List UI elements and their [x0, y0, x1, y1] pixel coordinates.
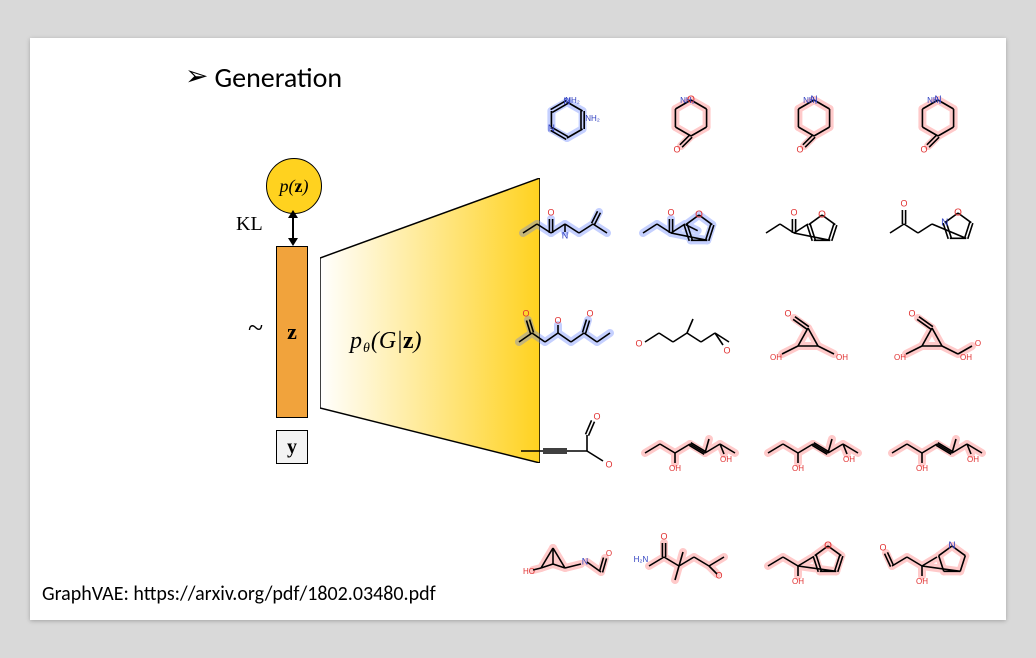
decoder-label-mid: (G|	[371, 328, 403, 354]
svg-text:N: N	[935, 94, 942, 105]
latent-z-label: z	[287, 319, 297, 345]
svg-text:O: O	[791, 207, 798, 217]
slide-title: ➢Generation	[185, 60, 342, 95]
molecule-cell: OO	[629, 171, 753, 282]
svg-text:N: N	[941, 217, 948, 228]
decoder-label: pθ(G|z)	[350, 328, 421, 357]
decoder-label-p: p	[350, 328, 362, 354]
svg-text:O: O	[901, 198, 908, 208]
molecule-cell: HO N O	[505, 504, 629, 615]
svg-text:OH: OH	[792, 577, 804, 586]
molecule-cell: NNNH₂NH₂	[505, 60, 629, 171]
svg-text:O: O	[715, 570, 722, 580]
prior-label-suf: )	[303, 176, 309, 197]
molecule-cell: OOO	[505, 282, 629, 393]
svg-text:O: O	[586, 308, 593, 318]
molecule-cell: OO	[629, 282, 753, 393]
svg-text:HO: HO	[523, 567, 535, 576]
svg-text:NH₂: NH₂	[565, 96, 580, 105]
prior-label-pre: p(	[280, 176, 295, 197]
svg-text:OH: OH	[916, 464, 928, 473]
svg-text:N: N	[811, 94, 818, 105]
svg-text:O: O	[818, 209, 826, 220]
svg-text:O: O	[522, 308, 529, 318]
svg-text:NH₂: NH₂	[585, 114, 600, 123]
molecule-cell: N O NH₂	[753, 60, 877, 171]
molecule-cell: OH OH O	[753, 282, 877, 393]
molecule-cell: H₂N O O	[629, 504, 753, 615]
svg-text:OH: OH	[894, 353, 906, 362]
molecule-cell: OONH₂	[629, 60, 753, 171]
svg-text:OH: OH	[792, 464, 804, 473]
svg-text:OH: OH	[770, 353, 782, 362]
svg-text:H₂N: H₂N	[633, 555, 648, 564]
latent-z-box: z	[276, 246, 308, 418]
svg-text:NH₂: NH₂	[680, 96, 695, 105]
svg-text:O: O	[975, 339, 981, 348]
molecule-cell: OON	[876, 171, 1000, 282]
svg-text:OH: OH	[960, 353, 972, 362]
prior-label-z: z	[295, 176, 303, 197]
title-text: Generation	[214, 60, 342, 95]
svg-text:N: N	[582, 556, 589, 566]
kl-double-arrow-icon	[284, 210, 302, 246]
molecule-cell: OH OH	[629, 393, 753, 504]
svg-text:N: N	[548, 123, 555, 134]
prior-circle: p(z)	[266, 158, 322, 214]
svg-text:O: O	[824, 540, 832, 551]
molecule-cell: OH O	[753, 504, 877, 615]
vae-decoder-diagram: pθ(G|z) z y ~ p(z) KL	[140, 158, 520, 488]
svg-text:O: O	[593, 411, 600, 421]
decoder-label-z: z	[403, 328, 414, 354]
svg-text:O: O	[660, 531, 667, 541]
svg-text:O: O	[687, 94, 695, 105]
molecule-cell: OO	[505, 393, 629, 504]
molecule-cell: N O NH₂	[876, 60, 1000, 171]
generated-molecule-grid: NNNH₂NH₂OONH₂NONH₂NONH₂ONOOOOOONOOOOOOHO…	[505, 60, 1000, 615]
svg-text:O: O	[909, 308, 916, 318]
svg-text:O: O	[554, 315, 561, 325]
svg-text:O: O	[723, 345, 730, 355]
svg-text:O: O	[606, 549, 612, 558]
svg-text:N: N	[562, 230, 569, 240]
molecule-cell: OH OH	[876, 393, 1000, 504]
sample-tilde: ~	[248, 313, 263, 345]
molecule-cell: O OH N	[876, 504, 1000, 615]
molecule-cell: ON	[505, 171, 629, 282]
condition-y-box: y	[276, 430, 308, 464]
molecule-cell: OO	[753, 171, 877, 282]
svg-text:OH: OH	[843, 455, 855, 464]
svg-text:O: O	[695, 209, 703, 220]
kl-label: KL	[236, 213, 263, 236]
svg-text:O: O	[667, 207, 674, 217]
citation-text: GraphVAE: https://arxiv.org/pdf/1802.034…	[42, 582, 436, 606]
condition-y-label: y	[287, 436, 297, 459]
svg-text:O: O	[954, 207, 962, 218]
molecule-cell: OH OH	[753, 393, 877, 504]
svg-text:N: N	[563, 96, 570, 107]
svg-text:O: O	[785, 308, 792, 318]
svg-text:O: O	[547, 207, 554, 217]
svg-text:O: O	[797, 144, 804, 154]
svg-text:N: N	[949, 540, 956, 551]
slide: ➢Generation pθ(G|z) z y ~	[30, 38, 1006, 620]
svg-text:O: O	[605, 459, 612, 469]
svg-text:OH: OH	[669, 464, 681, 473]
svg-text:OH: OH	[836, 353, 848, 362]
bullet-icon: ➢	[185, 58, 208, 93]
svg-text:O: O	[635, 338, 642, 348]
svg-text:NH₂: NH₂	[803, 96, 818, 105]
decoder-label-suf: )	[413, 328, 421, 354]
svg-text:NH₂: NH₂	[927, 96, 942, 105]
svg-text:OH: OH	[720, 455, 732, 464]
svg-text:O: O	[880, 542, 887, 552]
molecule-cell: OHOHOO	[876, 282, 1000, 393]
svg-text:O: O	[673, 144, 680, 154]
decoder-label-theta: θ	[362, 341, 371, 356]
svg-text:O: O	[921, 144, 928, 154]
svg-text:OH: OH	[916, 577, 928, 586]
svg-text:OH: OH	[967, 455, 979, 464]
